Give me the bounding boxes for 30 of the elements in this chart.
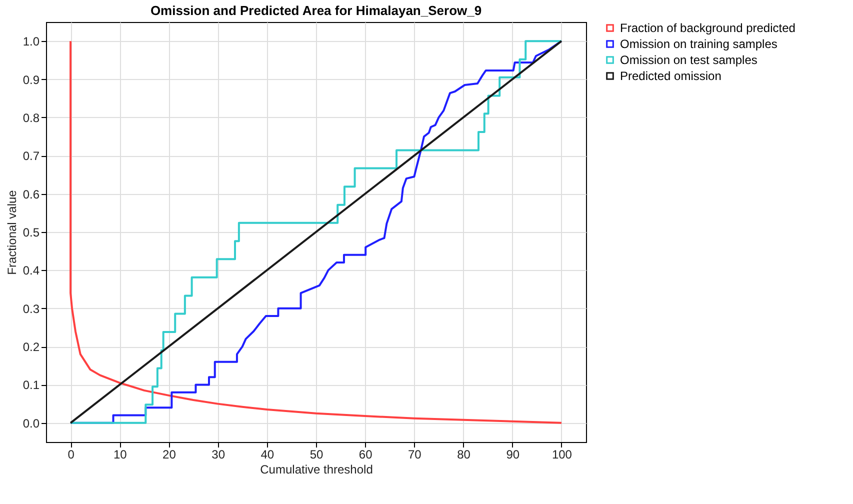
x-tick-label: 50 bbox=[310, 448, 324, 462]
x-tick-label: 80 bbox=[457, 448, 471, 462]
legend-label: Omission on training samples bbox=[620, 37, 778, 51]
x-tick-label: 0 bbox=[68, 448, 75, 462]
x-tick-label: 40 bbox=[260, 448, 274, 462]
y-axis-title: Fractional value bbox=[4, 190, 19, 275]
x-tick-label: 90 bbox=[506, 448, 520, 462]
y-tick-label: 1.0 bbox=[22, 34, 40, 49]
y-tick-label: 0.7 bbox=[22, 149, 40, 164]
x-tick-label: 10 bbox=[113, 448, 128, 462]
x-axis-title: Cumulative threshold bbox=[260, 462, 373, 476]
y-tick-label: 0.9 bbox=[22, 72, 40, 87]
line-series bbox=[70, 40, 562, 424]
y-tick-label: 0.2 bbox=[22, 340, 40, 354]
x-tick-label: 30 bbox=[212, 448, 226, 462]
y-tick-label: 0.4 bbox=[22, 264, 40, 278]
x-tick-label: 100 bbox=[552, 448, 572, 462]
legend-label: Fraction of background predicted bbox=[620, 21, 796, 35]
y-tick-label: 0.5 bbox=[22, 226, 40, 240]
x-tick-label: 20 bbox=[162, 448, 176, 462]
chart-title: Omission and Predicted Area for Himalayan_Serow_9 bbox=[150, 3, 482, 18]
y-tick-label: 0.1 bbox=[22, 378, 40, 392]
y-tick-label: 0.8 bbox=[22, 110, 40, 125]
y-tick-label: 0.0 bbox=[22, 416, 40, 430]
y-tick-label: 0.3 bbox=[22, 302, 40, 316]
y-tick-label: 0.6 bbox=[22, 187, 40, 202]
x-tick-label: 70 bbox=[408, 448, 422, 462]
x-tick-label: 60 bbox=[358, 448, 373, 462]
legend-label: Predicted omission bbox=[620, 69, 722, 83]
legend-label: Omission on test samples bbox=[620, 53, 758, 67]
